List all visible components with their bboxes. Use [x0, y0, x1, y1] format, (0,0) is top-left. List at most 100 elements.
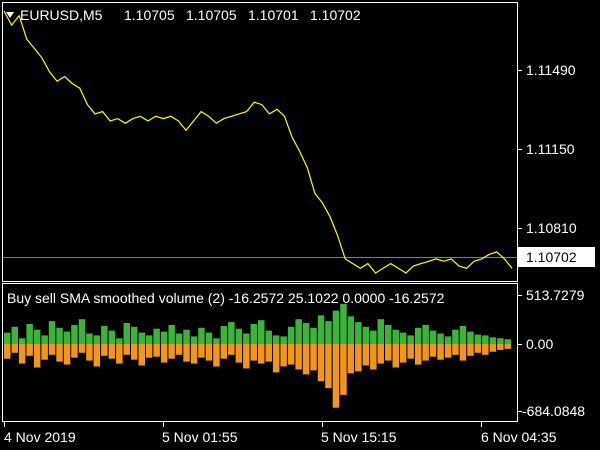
buy-volume-bar: [190, 336, 198, 344]
sell-volume-bar: [205, 344, 213, 361]
buy-volume-bar: [362, 326, 370, 344]
symbol-timeframe: EURUSD,M5: [20, 7, 103, 23]
sell-volume-bar: [340, 344, 347, 395]
sell-volume-bar: [302, 344, 310, 375]
sell-volume-bar: [504, 344, 511, 349]
buy-volume-bar: [198, 327, 205, 344]
sell-volume-bar: [168, 344, 175, 359]
buy-volume-bar: [317, 315, 325, 344]
sell-volume-bar: [71, 344, 78, 358]
buy-volume-bar: [399, 332, 407, 344]
sell-volume-bar: [377, 344, 384, 364]
current-price-box: [518, 247, 595, 267]
sell-volume-bar: [108, 344, 116, 359]
price-axis-label: 1.11490: [526, 62, 576, 78]
buy-volume-bar: [407, 335, 414, 344]
sell-volume-bar: [101, 344, 108, 356]
sell-volume-bar: [482, 344, 489, 355]
sell-volume-bar: [459, 344, 467, 361]
sell-volume-bar: [332, 344, 340, 408]
price-axis-label: 1.11150: [526, 141, 575, 157]
buy-volume-bar: [145, 335, 153, 344]
time-axis-label: 5 Nov 01:55: [162, 429, 238, 445]
buy-volume-bar: [160, 331, 168, 344]
sell-volume-bar: [78, 344, 86, 353]
buy-volume-bar: [340, 303, 347, 344]
buy-volume-bar: [287, 326, 295, 344]
sell-volume-bar: [235, 344, 243, 363]
buy-volume-bar: [26, 324, 33, 344]
buy-volume-bar: [175, 333, 183, 344]
sell-volume-bar: [198, 344, 205, 358]
buy-volume-bar: [220, 325, 228, 344]
buy-volume-bar: [183, 329, 190, 344]
sell-volume-bar: [116, 344, 123, 364]
sell-volume-bar: [213, 344, 220, 367]
sell-volume-bar: [153, 344, 160, 357]
sell-volume-bar: [145, 344, 153, 358]
price-axis-label: 1.10810: [526, 220, 577, 236]
sell-volume-bar: [467, 344, 474, 356]
time-axis-label: 4 Nov 2019: [4, 429, 76, 445]
indicator-label: Buy sell SMA smoothed volume (2) -16.257…: [7, 290, 445, 306]
buy-volume-bar: [235, 328, 243, 344]
sell-volume-bar: [474, 344, 482, 353]
sell-volume-bar: [123, 344, 130, 355]
sell-volume-bar: [272, 344, 280, 373]
ohlc-high: 1.10705: [186, 7, 237, 23]
sell-volume-bar: [4, 344, 11, 359]
current-price-label: 1.10702: [526, 249, 577, 265]
indicator-axis-label: -684.0848: [522, 403, 585, 419]
sell-volume-bar: [131, 344, 138, 360]
main-chart-frame: [2, 2, 518, 282]
buy-volume-bar: [422, 324, 429, 344]
indicator-axis-label: 513.7279: [526, 287, 585, 303]
sell-volume-bar: [317, 344, 325, 382]
buy-volume-bar: [131, 326, 138, 344]
buy-volume-bar: [347, 316, 355, 344]
sell-volume-bar: [56, 344, 63, 362]
sell-volume-bar: [41, 344, 48, 360]
buy-volume-bar: [250, 324, 257, 344]
chart-menu-triangle-icon[interactable]: [6, 12, 14, 18]
buy-volume-bar: [205, 332, 213, 344]
sell-volume-bar: [422, 344, 429, 361]
buy-volume-bar: [452, 329, 459, 344]
buy-volume-bar: [392, 329, 399, 344]
sell-volume-bar: [310, 344, 317, 371]
sell-volume-bar: [280, 344, 287, 367]
sell-volume-bar: [489, 344, 497, 352]
buy-volume-bar: [504, 339, 511, 344]
buy-volume-bar: [56, 327, 63, 344]
buy-volume-bar: [467, 331, 474, 344]
buy-volume-bar: [101, 325, 108, 344]
buy-volume-bar: [48, 321, 56, 344]
buy-volume-bar: [295, 319, 302, 344]
buy-volume-bar: [71, 324, 78, 344]
sell-volume-bar: [243, 344, 250, 369]
buy-volume-bar: [474, 334, 482, 344]
sell-volume-bar: [287, 344, 295, 365]
sell-volume-bar: [370, 344, 377, 370]
buy-volume-bar: [444, 336, 452, 344]
sell-volume-bar: [183, 344, 190, 362]
buy-volume-bar: [355, 322, 362, 344]
buy-volume-bar: [265, 330, 272, 344]
sell-volume-bar: [452, 344, 459, 355]
buy-volume-bar: [4, 332, 11, 344]
sell-volume-bar: [414, 344, 422, 365]
buy-volume-bar: [86, 333, 93, 344]
buy-volume-bar: [482, 335, 489, 344]
buy-volume-bar: [385, 324, 392, 344]
buy-volume-bar: [370, 330, 377, 344]
buy-volume-bar: [93, 335, 101, 344]
buy-volume-bar: [33, 329, 41, 344]
sell-volume-bar: [407, 344, 414, 359]
buy-volume-bar: [429, 330, 437, 344]
sell-volume-bar: [26, 344, 33, 356]
sell-volume-bar: [429, 344, 437, 357]
sell-volume-bar: [497, 344, 504, 350]
sell-volume-bar: [138, 344, 145, 366]
buy-volume-bar: [325, 321, 332, 344]
indicator-axis-label: 0.00: [526, 336, 553, 352]
